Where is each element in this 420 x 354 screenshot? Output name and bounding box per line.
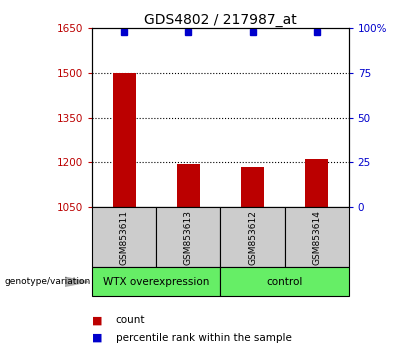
Text: percentile rank within the sample: percentile rank within the sample (116, 333, 291, 343)
Polygon shape (65, 277, 88, 286)
Bar (305, 159, 328, 207)
Text: WTX overexpression: WTX overexpression (103, 277, 210, 287)
Bar (92, 207, 156, 267)
Text: control: control (266, 277, 303, 287)
Bar (220, 207, 285, 267)
Text: ■: ■ (92, 333, 103, 343)
Bar (113, 73, 136, 207)
Text: genotype/variation: genotype/variation (4, 277, 90, 286)
Text: GSM853613: GSM853613 (184, 210, 193, 265)
Bar (220, 267, 349, 296)
Text: GSM853612: GSM853612 (248, 210, 257, 265)
Bar (241, 167, 264, 207)
Text: ■: ■ (92, 315, 103, 325)
Text: GSM853614: GSM853614 (312, 210, 321, 265)
Bar (177, 164, 199, 207)
Bar (156, 207, 220, 267)
Text: count: count (116, 315, 145, 325)
Bar (285, 207, 349, 267)
Bar (92, 267, 221, 296)
Text: GSM853611: GSM853611 (120, 210, 129, 265)
Title: GDS4802 / 217987_at: GDS4802 / 217987_at (144, 13, 297, 27)
